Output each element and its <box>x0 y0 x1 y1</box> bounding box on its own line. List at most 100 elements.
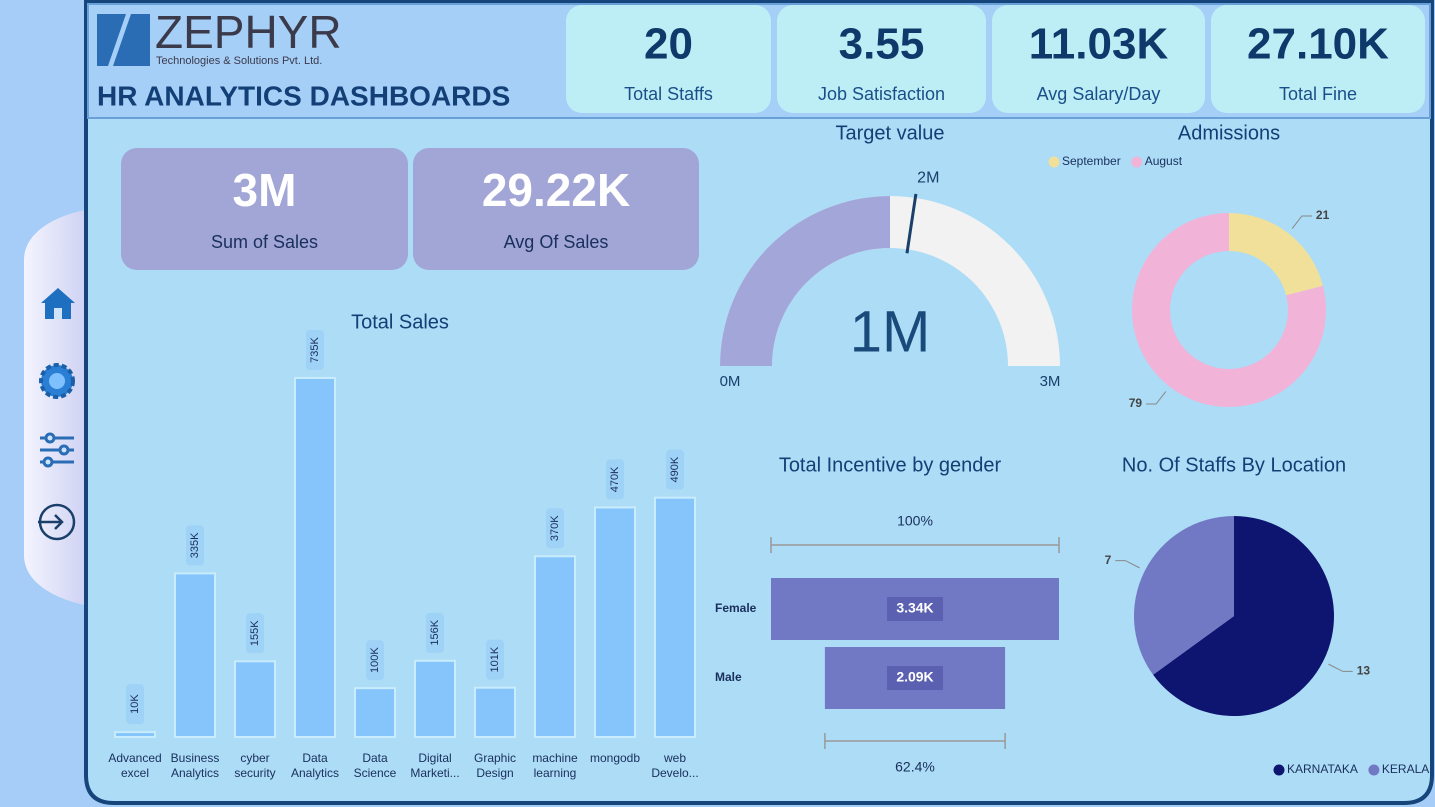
logo <box>97 14 150 66</box>
chart-title: Target value <box>836 122 945 144</box>
value-label-bg <box>887 597 943 621</box>
bar <box>534 555 576 739</box>
x-tick-label: Data Science <box>354 751 397 780</box>
leader-line <box>1115 560 1140 569</box>
sales-label: Sum of Sales <box>211 232 318 252</box>
x-tick-line: Science <box>354 766 397 780</box>
x-tick-label: cyber security <box>234 751 275 780</box>
x-tick-label: Data Analytics <box>291 751 339 780</box>
gauge-min-label: 0M <box>720 373 741 390</box>
x-tick-line: Data <box>302 751 328 765</box>
legend-label: September <box>1062 154 1121 168</box>
settings-icon[interactable] <box>39 363 75 399</box>
x-tick-label: Business Analytics <box>171 751 220 780</box>
value-label-bg <box>666 449 684 490</box>
value-label: 335K <box>189 532 201 558</box>
bar <box>174 572 216 738</box>
value-label: 155K <box>249 620 261 646</box>
x-tick-line: Advanced <box>108 751 161 765</box>
x-tick-line: Business <box>171 751 220 765</box>
x-tick-line: Develo... <box>651 766 698 780</box>
x-tick-label: Graphic Design <box>474 751 516 780</box>
legend-label: KERALA <box>1382 762 1429 776</box>
filter-icon[interactable] <box>40 432 74 468</box>
value-label-bg <box>366 640 384 681</box>
value-label-bg <box>486 639 504 680</box>
kpi-label: Total Staffs <box>624 84 713 104</box>
value-label: 470K <box>609 466 621 492</box>
conversion-label: 100% <box>897 513 933 529</box>
chart-title: Total Incentive by gender <box>779 454 1002 476</box>
x-tick-line: Graphic <box>474 751 516 765</box>
value-label-bg <box>887 666 943 690</box>
bar <box>114 731 156 739</box>
bar <box>654 496 696 738</box>
kpi-value: 20 <box>644 20 693 69</box>
kpi-card <box>566 5 771 113</box>
bar <box>474 686 516 739</box>
x-tick-line: Digital <box>418 751 451 765</box>
bar <box>354 687 396 738</box>
x-tick-line: Analytics <box>291 766 339 780</box>
leader-line <box>1146 391 1167 405</box>
x-tick-line: Data <box>362 751 388 765</box>
x-tick-line: Marketi... <box>410 766 459 780</box>
value-label: 3.34K <box>896 600 933 616</box>
sales-value: 3M <box>233 164 297 216</box>
kpi-value: 27.10K <box>1247 20 1389 69</box>
kpi-label: Total Fine <box>1279 84 1357 104</box>
value-label: 10K <box>129 694 141 714</box>
category-label: Female <box>715 601 757 615</box>
slice-label: 7 <box>1105 553 1112 567</box>
x-tick-label: Digital Marketi... <box>410 751 459 780</box>
x-tick-label: web Develo... <box>651 751 698 780</box>
x-tick-line: cyber <box>240 751 269 765</box>
legend-swatch <box>1273 764 1285 776</box>
legend-label: KARNATAKA <box>1287 762 1358 776</box>
gauge-max-label: 3M <box>1040 373 1061 390</box>
category-label: Male <box>715 670 742 684</box>
x-tick-label: Advanced excel <box>108 751 161 780</box>
x-tick-line: Design <box>476 766 513 780</box>
legend-label: August <box>1145 154 1183 168</box>
value-label-bg <box>246 613 264 654</box>
kpi-card <box>992 5 1205 113</box>
slice <box>1229 213 1323 296</box>
dashboard-title: HR ANALYTICS DASHBOARDS <box>97 80 510 111</box>
chart-title: Total Sales <box>351 311 449 333</box>
legend-swatch <box>1131 156 1143 168</box>
bar <box>234 660 276 739</box>
gauge-target-label: 2M <box>917 169 939 186</box>
bar <box>294 377 336 738</box>
home-icon[interactable] <box>41 288 75 319</box>
slice-label: 21 <box>1316 208 1330 222</box>
x-tick-label: mongodb <box>590 751 640 765</box>
slice <box>1153 516 1334 717</box>
value-label: 735K <box>309 336 321 362</box>
slice <box>1131 213 1326 408</box>
x-tick-line: excel <box>121 766 149 780</box>
sales-card <box>121 148 408 270</box>
leader-line <box>1291 215 1312 229</box>
slice <box>1134 516 1234 675</box>
x-tick-line: machine <box>532 751 578 765</box>
x-tick-label: machine learning <box>532 751 578 780</box>
value-label-bg <box>606 459 624 500</box>
sales-value: 29.22K <box>482 164 630 216</box>
gauge-target <box>905 193 918 254</box>
kpi-value: 3.55 <box>839 20 925 69</box>
value-label: 156K <box>429 619 441 645</box>
kpi-card <box>777 5 986 113</box>
sales-label: Avg Of Sales <box>504 232 609 252</box>
gauge-fill <box>720 196 890 366</box>
bar <box>414 659 456 738</box>
value-label: 101K <box>489 646 501 672</box>
value-label-bg <box>306 330 324 370</box>
logout-icon[interactable] <box>38 503 76 541</box>
bar <box>594 506 636 738</box>
sidebar <box>24 210 85 605</box>
value-label-bg <box>546 508 564 549</box>
slice-label: 13 <box>1357 664 1371 678</box>
